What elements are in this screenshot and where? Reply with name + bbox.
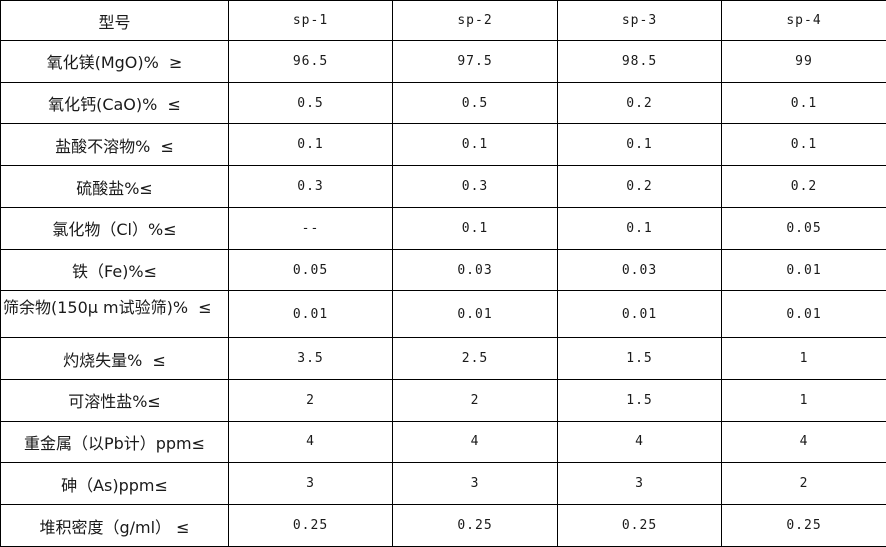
cell-value: 0.1 (557, 206, 722, 250)
cell-value: 0.2 (557, 81, 722, 125)
cell-value: 0.3 (228, 165, 393, 208)
cell-value: 0.25 (721, 504, 886, 547)
table-row: 灼烧失量% ≤ 3.5 2.5 1.5 1 (0, 337, 886, 380)
row-label: 砷（As)ppm≤ (0, 462, 229, 506)
table-row: 氧化镁(MgO)% ≥ 96.5 97.5 98.5 99 (0, 40, 886, 83)
table-row: 盐酸不溶物% ≤ 0.1 0.1 0.1 0.1 (0, 123, 886, 167)
header-model-label: 型号 (0, 0, 229, 41)
table-row: 硫酸盐%≤ 0.3 0.3 0.2 0.2 (0, 165, 886, 208)
cell-value: 0.2 (557, 165, 722, 208)
cell-value: 4 (228, 420, 393, 464)
row-label: 可溶性盐%≤ (0, 378, 229, 422)
cell-value: 0.1 (721, 81, 886, 125)
cell-value: 0.1 (721, 123, 886, 167)
row-label: 氧化钙(CaO)% ≤ (0, 81, 229, 125)
cell-value: 4 (557, 420, 722, 464)
row-label: 堆积密度（g/ml） ≤ (0, 504, 229, 547)
header-model-sp2: sp-2 (392, 0, 558, 41)
header-model-sp3: sp-3 (557, 0, 722, 41)
cell-value: 3 (557, 462, 722, 506)
row-label: 铁（Fe)%≤ (0, 248, 229, 292)
row-label: 硫酸盐%≤ (0, 165, 229, 208)
cell-value: -- (228, 206, 393, 250)
cell-value: 2 (721, 462, 886, 506)
table-row: 氯化物（Cl）%≤ -- 0.1 0.1 0.05 (0, 206, 886, 250)
spec-table-body: 氧化镁(MgO)% ≥ 96.5 97.5 98.5 99 氧化钙(CaO)% … (0, 40, 886, 547)
header-model-sp1: sp-1 (228, 0, 393, 41)
cell-value: 0.5 (392, 81, 558, 125)
cell-value: 0.01 (557, 290, 722, 339)
cell-value: 4 (721, 420, 886, 464)
cell-value: 0.3 (392, 165, 558, 208)
cell-value: 3 (392, 462, 558, 506)
cell-value: 0.25 (557, 504, 722, 547)
cell-value: 0.25 (392, 504, 558, 547)
header-row: 型号 sp-1 sp-2 sp-3 sp-4 (0, 0, 886, 41)
row-label: 氯化物（Cl）%≤ (0, 206, 229, 250)
cell-value: 0.03 (392, 248, 558, 292)
cell-value: 0.5 (228, 81, 393, 125)
cell-value: 0.01 (721, 248, 886, 292)
table-row: 可溶性盐%≤ 2 2 1.5 1 (0, 378, 886, 422)
row-label: 筛余物(150μ m试验筛)% ≤ (0, 290, 229, 339)
cell-value: 99 (721, 40, 886, 83)
cell-value: 3.5 (228, 337, 393, 380)
cell-value: 2.5 (392, 337, 558, 380)
table-row: 筛余物(150μ m试验筛)% ≤ 0.01 0.01 0.01 0.01 (0, 290, 886, 339)
cell-value: 97.5 (392, 40, 558, 83)
table-row: 氧化钙(CaO)% ≤ 0.5 0.5 0.2 0.1 (0, 81, 886, 125)
cell-value: 0.25 (228, 504, 393, 547)
row-label: 氧化镁(MgO)% ≥ (0, 40, 229, 83)
cell-value: 98.5 (557, 40, 722, 83)
cell-value: 1.5 (557, 378, 722, 422)
cell-value: 0.1 (392, 123, 558, 167)
cell-value: 3 (228, 462, 393, 506)
cell-value: 1 (721, 378, 886, 422)
cell-value: 1 (721, 337, 886, 380)
cell-value: 0.01 (392, 290, 558, 339)
cell-value: 0.1 (228, 123, 393, 167)
cell-value: 0.1 (392, 206, 558, 250)
cell-value: 0.03 (557, 248, 722, 292)
cell-value: 0.2 (721, 165, 886, 208)
header-model-sp4: sp-4 (721, 0, 886, 41)
table-row: 砷（As)ppm≤ 3 3 3 2 (0, 462, 886, 506)
cell-value: 0.01 (721, 290, 886, 339)
row-label: 盐酸不溶物% ≤ (0, 123, 229, 167)
table-row: 铁（Fe)%≤ 0.05 0.03 0.03 0.01 (0, 248, 886, 292)
cell-value: 0.05 (721, 206, 886, 250)
cell-value: 4 (392, 420, 558, 464)
cell-value: 0.1 (557, 123, 722, 167)
table-row: 堆积密度（g/ml） ≤ 0.25 0.25 0.25 0.25 (0, 504, 886, 547)
cell-value: 2 (228, 378, 393, 422)
row-label: 灼烧失量% ≤ (0, 337, 229, 380)
cell-value: 2 (392, 378, 558, 422)
row-label: 重金属（以Pb计）ppm≤ (0, 420, 229, 464)
cell-value: 1.5 (557, 337, 722, 380)
cell-value: 0.05 (228, 248, 393, 292)
table-row: 重金属（以Pb计）ppm≤ 4 4 4 4 (0, 420, 886, 464)
cell-value: 0.01 (228, 290, 393, 339)
cell-value: 96.5 (228, 40, 393, 83)
